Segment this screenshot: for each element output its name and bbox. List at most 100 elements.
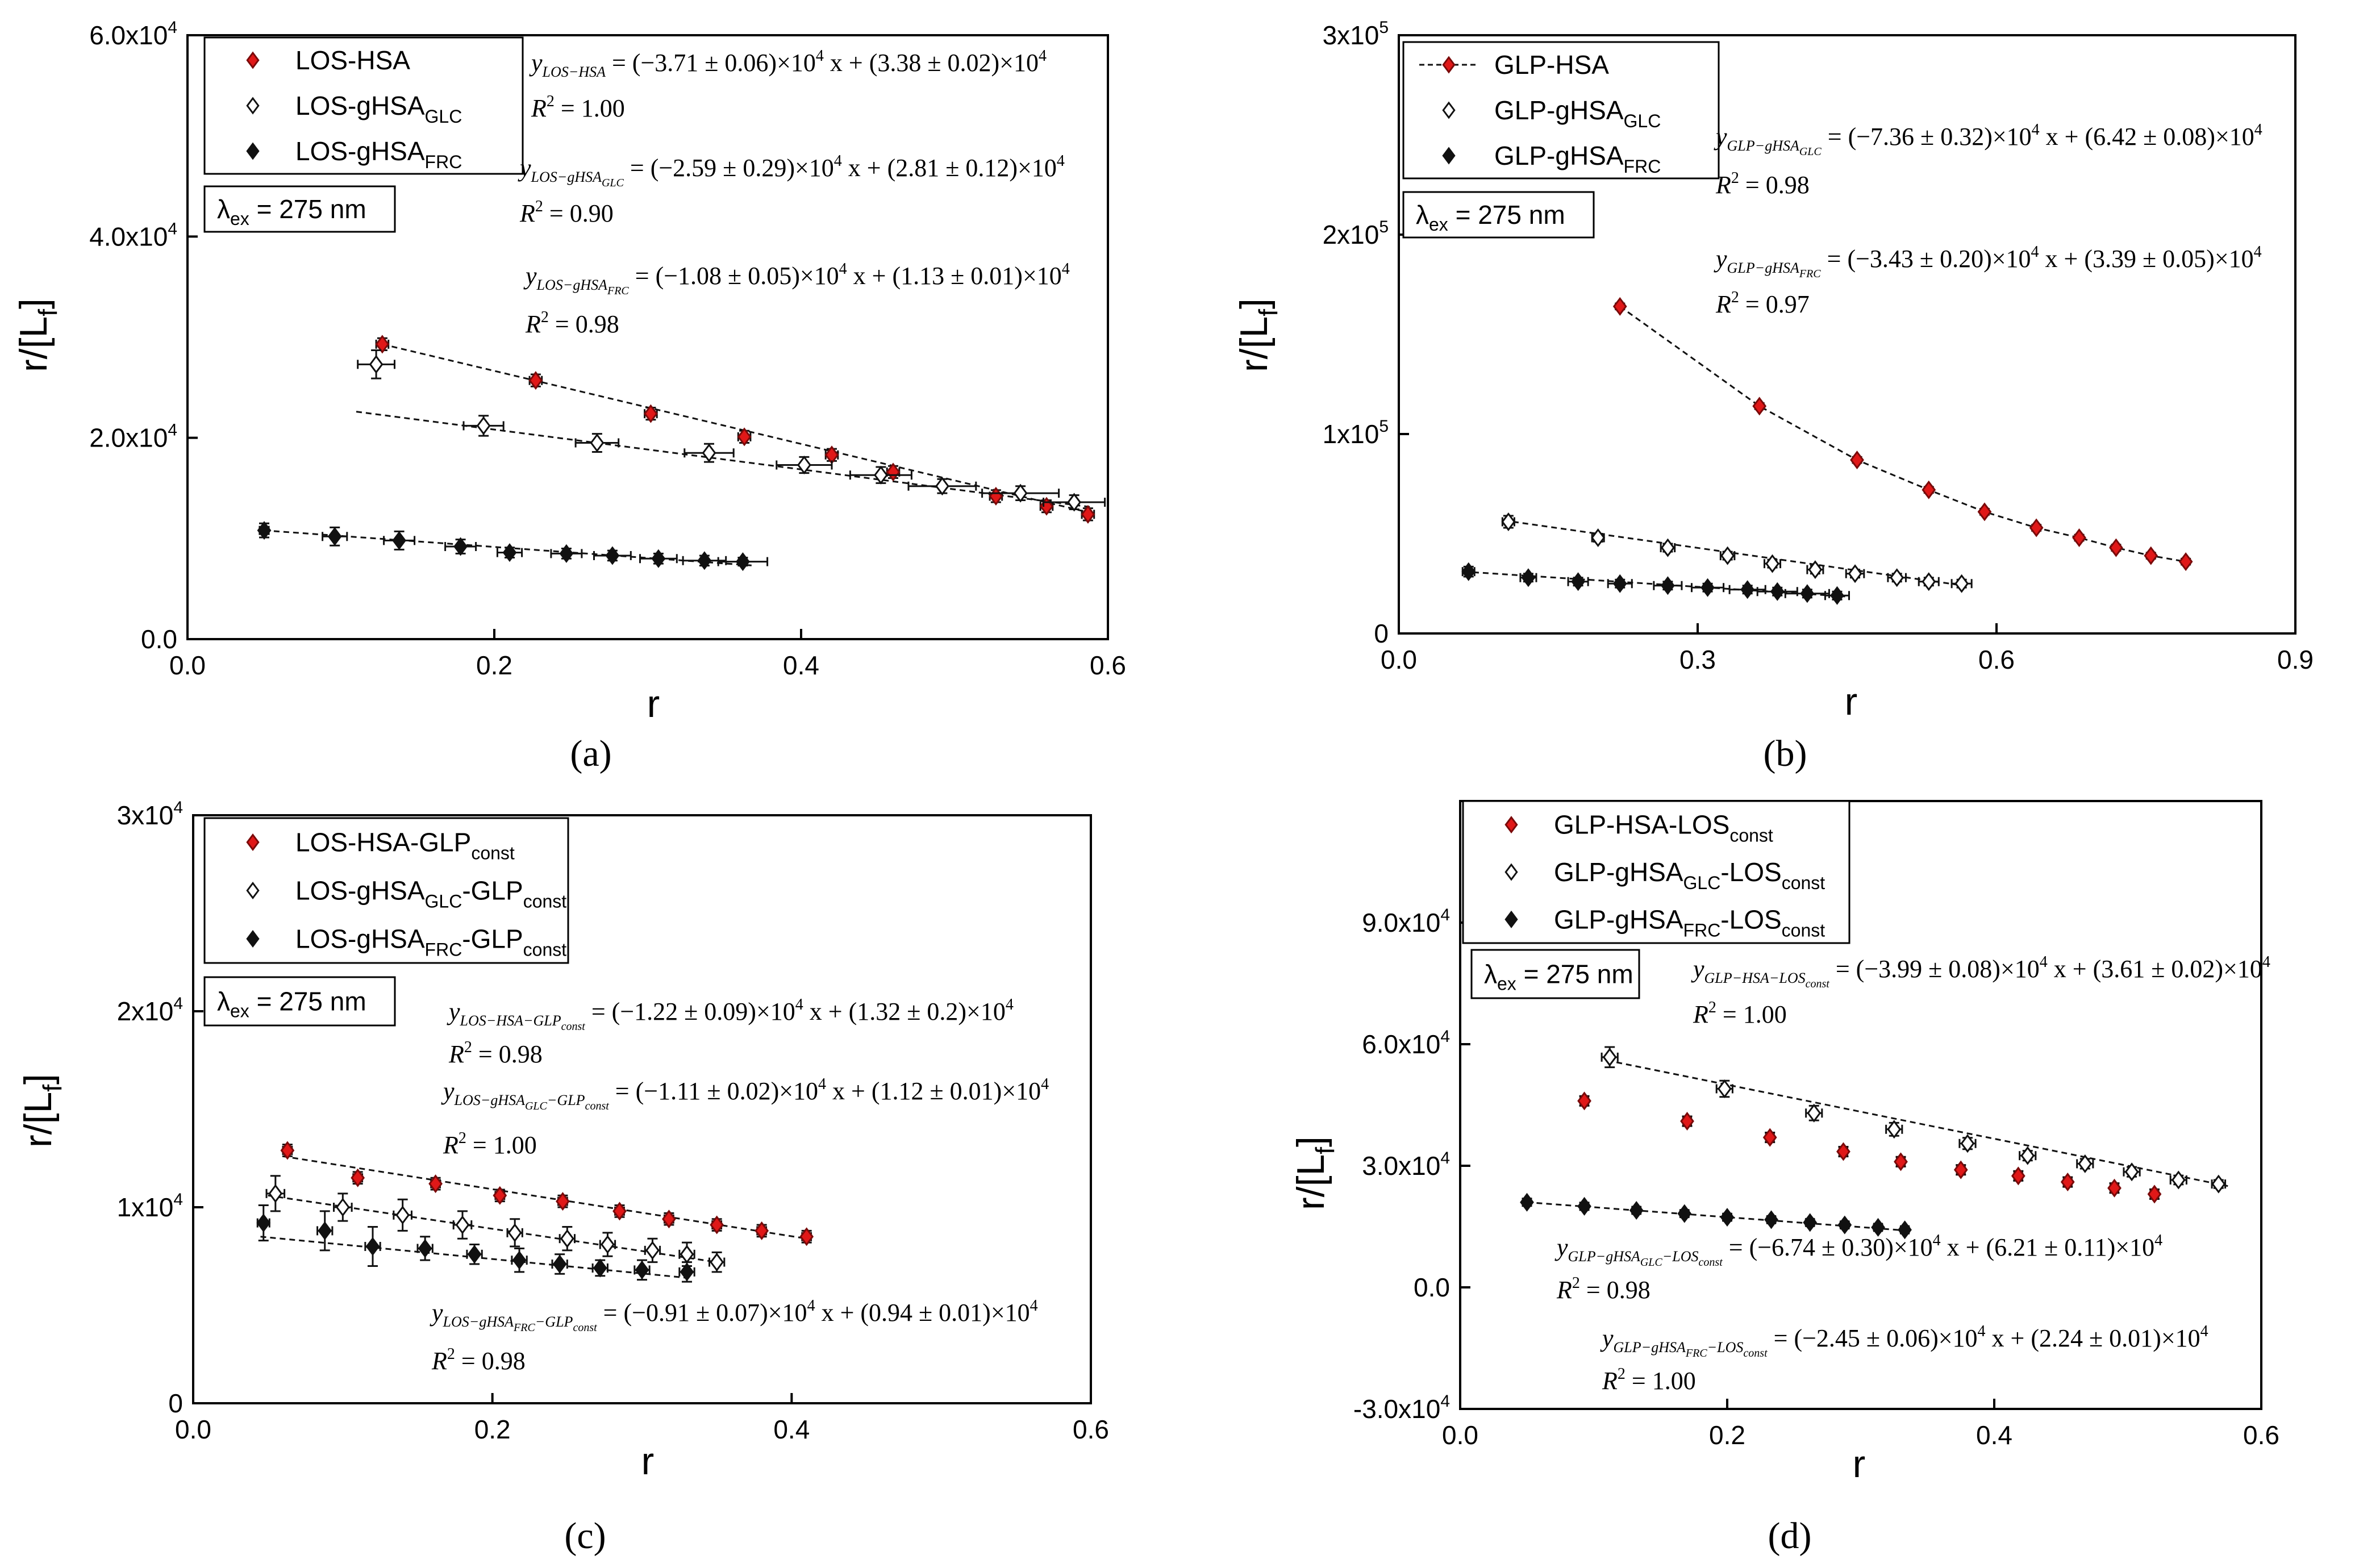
x-tick-label: 0.6: [1090, 650, 1126, 680]
y-tick-label: 1x104: [117, 1190, 183, 1222]
legend-label: LOS-gHSAFRC-GLPconst: [295, 924, 566, 960]
data-point: [453, 537, 468, 556]
excitation-wavelength: λex = 275 nm: [217, 194, 366, 229]
fit-equation: yGLP−gHSAFRC = (−3.43 ± 0.20)×104 x + (3…: [1714, 243, 2262, 280]
legend-label: LOS-HSA: [295, 45, 410, 75]
r-squared: R2 = 0.98: [431, 1345, 526, 1375]
data-point: [1954, 574, 1969, 593]
y-axis-label: r/[Lf]: [1289, 1136, 1340, 1210]
diamond-filled-icon: [1504, 910, 1518, 928]
fit-equation: yLOS−gHSAFRC−GLPconst = (−0.91 ± 0.07)×1…: [430, 1297, 1038, 1334]
lambda-box: [1470, 949, 1640, 999]
diamond-red-icon: [246, 51, 260, 69]
diamond-red-icon: [1504, 816, 1518, 834]
data-point: [476, 416, 491, 435]
data-point: [1977, 502, 1992, 522]
x-tick-label: 0.3: [1679, 645, 1716, 674]
x-axis-label: r: [1845, 680, 1858, 723]
data-point: [710, 1253, 724, 1272]
data-point: [552, 1254, 567, 1274]
diamond-open-icon: [1442, 101, 1456, 119]
data-point: [455, 1215, 470, 1235]
x-axis-label: r: [1853, 1442, 1866, 1486]
data-point: [1067, 493, 1081, 512]
data-point: [1922, 480, 1936, 499]
data-point: [1081, 504, 1095, 524]
data-point: [1807, 1103, 1822, 1123]
x-tick-label: 0.6: [2243, 1420, 2279, 1450]
data-point: [1677, 1204, 1692, 1223]
data-point: [651, 549, 666, 568]
lambda-box: [1402, 191, 1595, 239]
data-point: [2178, 552, 2193, 572]
fit-equation: yLOS−gHSAGLC = (−2.59 ± 0.29)×104 x + (2…: [518, 152, 1065, 189]
y-tick-label: 2.0x104: [89, 421, 177, 453]
fit-line: [282, 1155, 807, 1240]
x-tick-label: 0.0: [1381, 645, 1417, 674]
data-point: [428, 1174, 443, 1194]
data-point: [1890, 568, 1904, 587]
data-point: [2011, 1166, 2025, 1186]
x-tick-label: 0.4: [783, 650, 819, 680]
x-tick-label: 0.0: [175, 1415, 211, 1444]
r-squared: R2 = 1.00: [1693, 999, 1787, 1028]
data-point: [1830, 586, 1844, 605]
data-point: [935, 477, 949, 496]
data-point: [1612, 297, 1627, 316]
legend-label: GLP-gHSAFRC-LOSconst: [1554, 904, 1825, 940]
x-tick-label: 0.9: [2277, 645, 2314, 674]
data-point: [737, 427, 752, 447]
data-point: [1800, 584, 1815, 603]
diamond-open-icon: [1504, 863, 1518, 881]
diamond-red-icon: [1442, 56, 1456, 74]
data-point: [635, 1260, 649, 1279]
data-point: [257, 521, 272, 540]
x-tick-label: 0.6: [1978, 645, 2015, 674]
data-point: [2060, 1173, 2075, 1192]
data-point: [601, 1235, 615, 1254]
data-point: [2109, 538, 2123, 557]
data-point: [799, 1227, 814, 1246]
panel-3: 0.0 0.2 0.4 0.6-3.0x1040.03.0x1046.0x1049.0…: [1289, 800, 2279, 1557]
fit-line: [382, 343, 1093, 515]
y-tick-label: 0.0: [141, 624, 177, 654]
r-squared: R2 = 1.00: [443, 1129, 537, 1159]
legend-label: GLP-gHSAFRC: [1494, 141, 1661, 177]
excitation-wavelength: λex = 275 nm: [217, 987, 366, 1021]
data-point: [1602, 1048, 1617, 1067]
panel-2: 0.0 0.2 0.4 0.6 0 1x104 2x104 3x104 r r/[Lf] (c) LO…: [16, 798, 1109, 1557]
data-point: [644, 404, 658, 423]
fit-line: [1619, 306, 2186, 563]
data-point: [1520, 1192, 1534, 1212]
diamond-open-icon: [246, 882, 260, 899]
x-tick-label: 0.0: [1442, 1420, 1478, 1450]
y-tick-label: 3x104: [117, 798, 183, 830]
data-point: [560, 1229, 574, 1248]
data-point: [590, 433, 605, 453]
data-point: [1717, 1079, 1732, 1098]
data-point: [1661, 576, 1675, 595]
data-point: [2020, 1146, 2035, 1165]
fit-equation: yGLP−gHSAFRC−LOSconst = (−2.45 ± 0.06)×1…: [1600, 1323, 2208, 1360]
data-point: [680, 1262, 694, 1282]
data-point: [605, 546, 620, 565]
r-squared: R2 = 0.98: [448, 1039, 543, 1068]
legend-label: GLP-HSA: [1494, 50, 1609, 80]
data-point: [1740, 580, 1755, 599]
data-point: [1836, 1142, 1850, 1161]
data-point: [268, 1184, 283, 1203]
legend-label: LOS-gHSAFRC: [295, 136, 462, 172]
fit-equation: yGLP−HSA−LOSconst = (−3.99 ± 0.08)×104 x…: [1691, 953, 2270, 990]
panel-letter: (d): [1768, 1515, 1812, 1557]
r-squared: R2 = 0.90: [519, 198, 614, 227]
legend-box: [1462, 800, 1850, 944]
fit-equation: yGLP−gHSAGLC−LOSconst = (−6.74 ± 0.30)×1…: [1554, 1232, 2162, 1269]
fit-equation: yLOS−HSA−GLPconst = (−1.22 ± 0.09)×104 x…: [447, 996, 1014, 1033]
y-tick-label: 0: [168, 1388, 183, 1418]
data-point: [1803, 1213, 1818, 1232]
x-tick-label: 0.4: [1976, 1420, 2012, 1450]
data-point: [1461, 562, 1476, 581]
data-point: [395, 1206, 410, 1225]
data-point: [1850, 451, 1864, 470]
